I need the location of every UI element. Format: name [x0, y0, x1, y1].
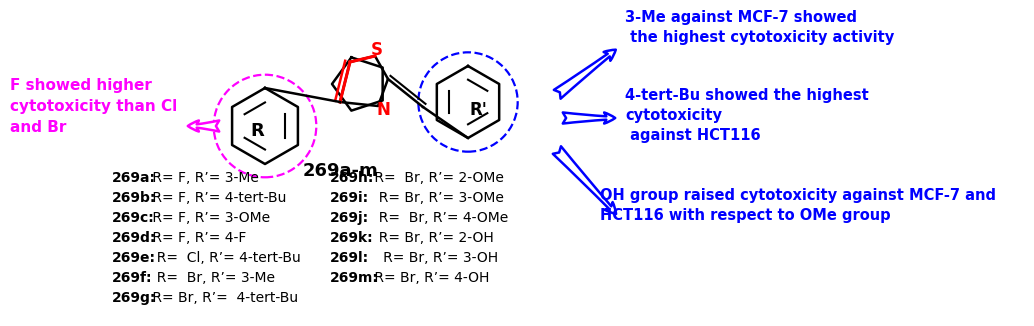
Text: R= Br, R’= 3-OH: R= Br, R’= 3-OH	[370, 251, 498, 265]
Text: R': R'	[469, 101, 487, 119]
Text: 269h:: 269h:	[330, 171, 374, 185]
Text: 269j:: 269j:	[330, 211, 369, 225]
Text: R: R	[250, 122, 264, 140]
Text: R=  Br, R’= 4-OMe: R= Br, R’= 4-OMe	[370, 211, 509, 225]
Text: R= Br, R’=  4-tert-Bu: R= Br, R’= 4-tert-Bu	[148, 291, 298, 305]
Text: R=  Br, R’= 2-OMe: R= Br, R’= 2-OMe	[370, 171, 504, 185]
Text: R= F, R’= 3-Me: R= F, R’= 3-Me	[148, 171, 258, 185]
Text: 269l:: 269l:	[330, 251, 369, 265]
Text: 269a:: 269a:	[112, 171, 156, 185]
Text: 269d:: 269d:	[112, 231, 156, 245]
Text: 269k:: 269k:	[330, 231, 373, 245]
Text: R= F, R’= 4-F: R= F, R’= 4-F	[148, 231, 246, 245]
Text: R= Br, R’= 3-OMe: R= Br, R’= 3-OMe	[370, 191, 504, 205]
Text: R=  Cl, R’= 4-tert-Bu: R= Cl, R’= 4-tert-Bu	[148, 251, 301, 265]
Text: 269e:: 269e:	[112, 251, 156, 265]
Text: R= Br, R’= 2-OH: R= Br, R’= 2-OH	[370, 231, 494, 245]
Text: R=  Br, R’= 3-Me: R= Br, R’= 3-Me	[148, 271, 275, 285]
Text: 269c:: 269c:	[112, 211, 155, 225]
Text: OH group raised cytotoxicity against MCF-7 and
HCT116 with respect to OMe group: OH group raised cytotoxicity against MCF…	[600, 188, 996, 223]
Text: S: S	[371, 41, 383, 59]
Text: 4-tert-Bu showed the highest
cytotoxicity
 against HCT116: 4-tert-Bu showed the highest cytotoxicit…	[625, 88, 869, 142]
Text: F showed higher
cytotoxicity than Cl
and Br: F showed higher cytotoxicity than Cl and…	[10, 78, 177, 135]
Text: 269m:: 269m:	[330, 271, 378, 285]
Text: R= F, R’= 3-OMe: R= F, R’= 3-OMe	[148, 211, 270, 225]
Text: 269b:: 269b:	[112, 191, 156, 205]
Text: R= Br, R’= 4-OH: R= Br, R’= 4-OH	[370, 271, 489, 285]
Text: 269f:: 269f:	[112, 271, 152, 285]
Text: 269a-m: 269a-m	[302, 162, 377, 180]
Text: 3-Me against MCF-7 showed
 the highest cytotoxicity activity: 3-Me against MCF-7 showed the highest cy…	[625, 10, 894, 45]
Text: R= F, R’= 4-tert-Bu: R= F, R’= 4-tert-Bu	[148, 191, 286, 205]
Text: N: N	[376, 101, 390, 119]
Text: 269i:: 269i:	[330, 191, 369, 205]
Text: 269g:: 269g:	[112, 291, 156, 305]
